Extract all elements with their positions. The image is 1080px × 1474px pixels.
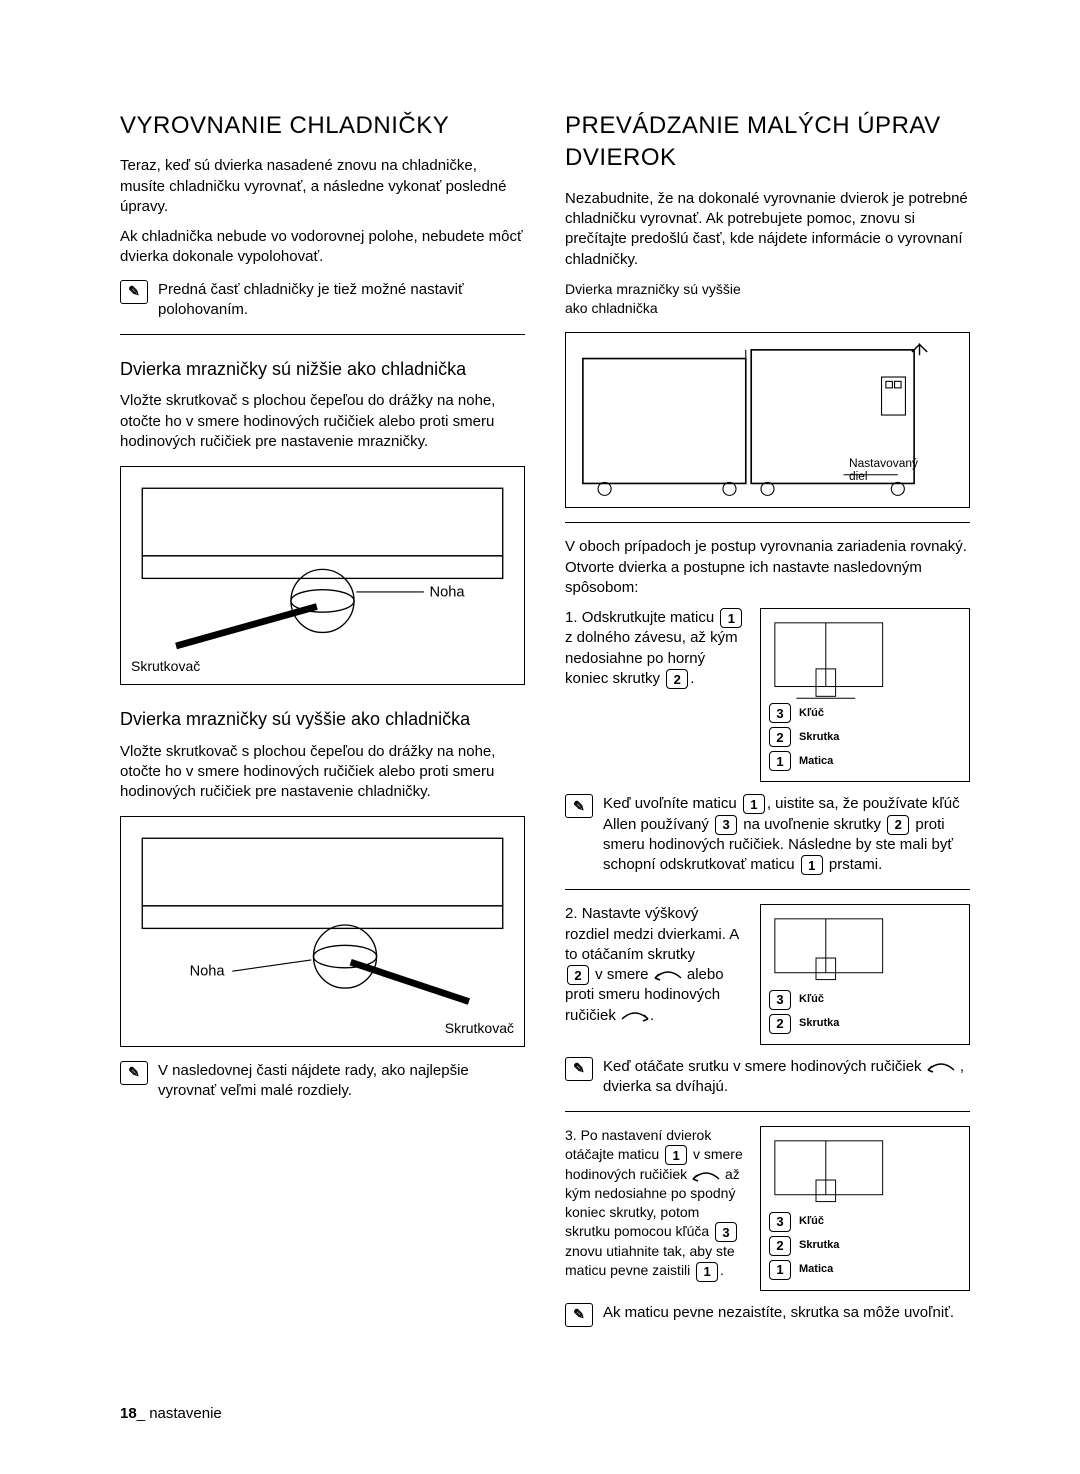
fig-foot-higher: Noha Skrutkovač (120, 816, 525, 1046)
h2-lower: Dvierka mrazničky sú nižšie ako chladnič… (120, 357, 525, 381)
fig-foot-lower: Noha Skrutkovač (120, 466, 525, 685)
note-step1: ✎ Keď uvoľníte maticu 1, uistite sa, že … (565, 794, 970, 875)
svg-text:Noha: Noha (190, 964, 226, 980)
fig-overview: Nastavovaný diel (565, 332, 970, 509)
right-p1: Nezabudnite, že na dokonalé vyrovnanie d… (565, 189, 970, 270)
right-heading: PREVÁDZANIE MALÝCH ÚPRAV DVIEROK (565, 110, 970, 175)
overview-caption: Dvierka mrazničky sú vyššie ako chladnič… (565, 280, 940, 318)
note-icon: ✎ (120, 280, 148, 304)
right-p2: V oboch prípadoch je postup vyrovnania z… (565, 537, 970, 598)
step-2: 2. Nastavte výškový rozdiel medzi dvierk… (565, 904, 970, 1044)
h2-higher: Dvierka mrazničky sú vyššie ako chladnič… (120, 707, 525, 731)
rule (565, 1111, 970, 1112)
note-front-adjust: ✎ Predná časť chladničky je tiež možné n… (120, 280, 525, 321)
note-icon: ✎ (565, 1303, 593, 1327)
fig2-skrut: Skrutkovač (445, 1020, 514, 1036)
fig1-skrut: Skrutkovač (131, 658, 200, 674)
left-heading: VYROVNANIE CHLADNIČKY (120, 110, 525, 142)
left-p2: Ak chladnička nebude vo vodorovnej poloh… (120, 227, 525, 268)
page-number: 18 (120, 1405, 137, 1422)
svg-text:diel: diel (849, 469, 868, 483)
left-p1: Teraz, keď sú dvierka nasadené znovu na … (120, 156, 525, 217)
step1-fig: 3Kľúč 2Skrutka 1Matica (760, 608, 970, 782)
step-3: 3. Po nastavení dvierok otáčajte maticu … (565, 1126, 970, 1290)
note1-text: Predná časť chladničky je tiež možné nas… (158, 280, 525, 321)
svg-text:Nastavovaný: Nastavovaný (849, 456, 918, 470)
note-icon: ✎ (565, 794, 593, 818)
note-tips: ✎ V nasledovnej časti nájdete rady, ako … (120, 1061, 525, 1102)
section-name: _ nastavenie (137, 1405, 222, 1422)
step3-fig: 3Kľúč 2Skrutka 1Matica (760, 1126, 970, 1290)
note-step3: ✎ Ak maticu pevne nezaistíte, skrutka sa… (565, 1303, 970, 1327)
p3: Vložte skrutkovač s plochou čepeľou do d… (120, 391, 525, 452)
page-footer: 18_ nastavenie (120, 1404, 222, 1424)
rule (565, 522, 970, 523)
rule (120, 334, 525, 335)
step-1: 1. Odskrutkujte maticu 1 z dolného záves… (565, 608, 970, 782)
note-step2: ✎ Keď otáčate srutku v smere hodinových … (565, 1057, 970, 1098)
note2-text: V nasledovnej časti nájdete rady, ako na… (158, 1061, 525, 1102)
step2-fig: 3Kľúč 2Skrutka (760, 904, 970, 1044)
note5-text: Ak maticu pevne nezaistíte, skrutka sa m… (603, 1303, 970, 1327)
fig1-noha-label: Noha (430, 585, 466, 601)
p4: Vložte skrutkovač s plochou čepeľou do d… (120, 742, 525, 803)
note-icon: ✎ (120, 1061, 148, 1085)
rule (565, 889, 970, 890)
note-icon: ✎ (565, 1057, 593, 1081)
